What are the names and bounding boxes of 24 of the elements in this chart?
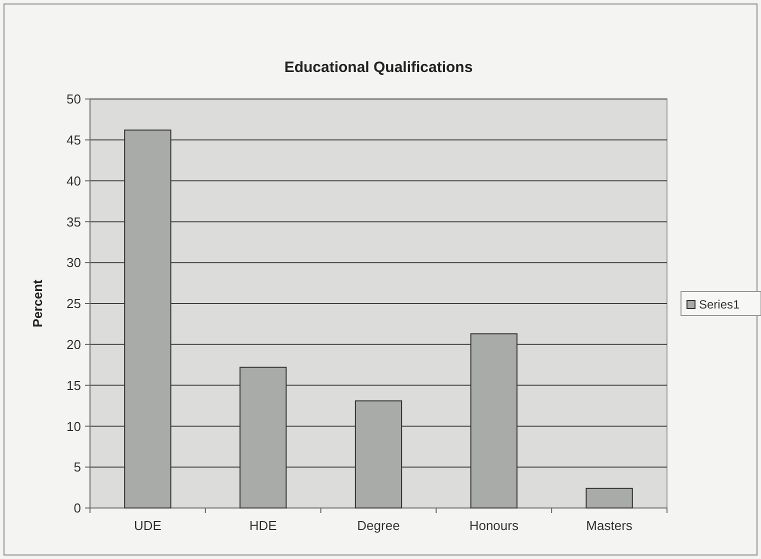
bar	[124, 130, 172, 508]
y-tick-label: 30	[66, 255, 81, 270]
legend-label: Series1	[699, 298, 740, 312]
y-tick-label: 10	[66, 418, 81, 434]
y-axis-title: Percent	[30, 278, 45, 328]
x-tick-label: Masters	[586, 518, 633, 533]
y-tick-label: 40	[66, 173, 81, 188]
y-tick-label: 20	[66, 336, 81, 352]
y-tick-label: 25	[66, 296, 81, 312]
bar	[240, 366, 287, 508]
y-tick-label: 5	[74, 460, 81, 475]
y-tick-label: 45	[66, 132, 81, 148]
bar	[586, 488, 633, 508]
bar	[354, 400, 402, 508]
x-tick-label: Honours	[469, 518, 519, 533]
x-tick-label: Degree	[357, 518, 400, 533]
bar	[470, 333, 518, 508]
y-tick-label: 0	[74, 500, 81, 516]
y-tick-label: 35	[66, 214, 81, 230]
y-tick-label: 15	[66, 378, 81, 393]
chart-title: Educational Qualifications	[284, 59, 473, 76]
y-tick-label: 50	[66, 92, 81, 107]
x-tick-label: UDE	[134, 518, 162, 533]
x-tick-label: HDE	[249, 518, 278, 533]
